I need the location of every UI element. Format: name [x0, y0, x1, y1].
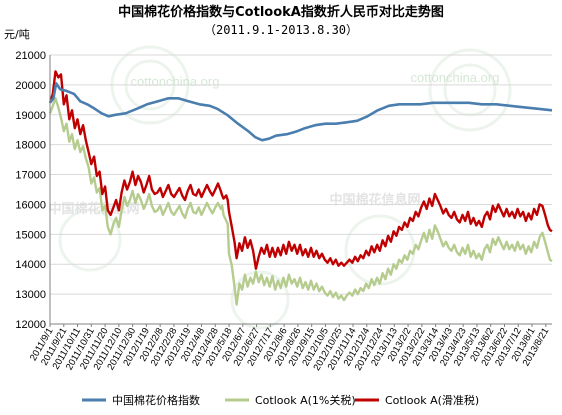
legend-label: Cotlook A(滑准税) — [385, 393, 479, 407]
watermark-site-right: cottonchina.org — [411, 70, 500, 85]
legend-label: 中国棉花价格指数 — [112, 393, 200, 407]
y-tick-label: 20000 — [15, 80, 46, 92]
decor-circle — [428, 48, 512, 132]
legend: 中国棉花价格指数 Cotlook A(1%关税) Cotlook A(滑准税) — [82, 393, 479, 407]
y-tick-label: 16000 — [15, 199, 46, 211]
chart-title: 中国棉花价格指数与CotlookA指数折人民币对比走势图 — [118, 4, 444, 20]
y-axis-ticks: 12000 13000 14000 15000 16000 17000 18000 19000… — [15, 50, 46, 331]
legend-label: Cotlook A(1%关税) — [255, 393, 356, 407]
decor-circle — [58, 208, 122, 272]
y-tick-label: 17000 — [15, 170, 46, 182]
series-line-3 — [48, 70, 553, 270]
y-tick-label: 19000 — [15, 110, 46, 122]
decor-circle — [230, 270, 290, 330]
y-tick-label: 18000 — [15, 140, 46, 152]
y-tick-label: 14000 — [15, 259, 46, 271]
y-axis-unit: 元/吨 — [4, 28, 30, 41]
y-tick-label: 12000 — [15, 319, 46, 331]
y-tick-label: 15000 — [15, 229, 46, 241]
watermark-site-left: cottonchina.org — [131, 74, 220, 89]
watermark-cn-right: 中国棉花信息网 — [329, 192, 420, 208]
series-line-1 — [48, 82, 553, 142]
y-tick-label: 21000 — [15, 50, 46, 62]
y-tick-label: 13000 — [15, 289, 46, 301]
series-line-2 — [48, 97, 553, 306]
series-lines — [48, 70, 553, 306]
chart-subtitle: （2011.9.1-2013.8.30） — [204, 23, 358, 37]
